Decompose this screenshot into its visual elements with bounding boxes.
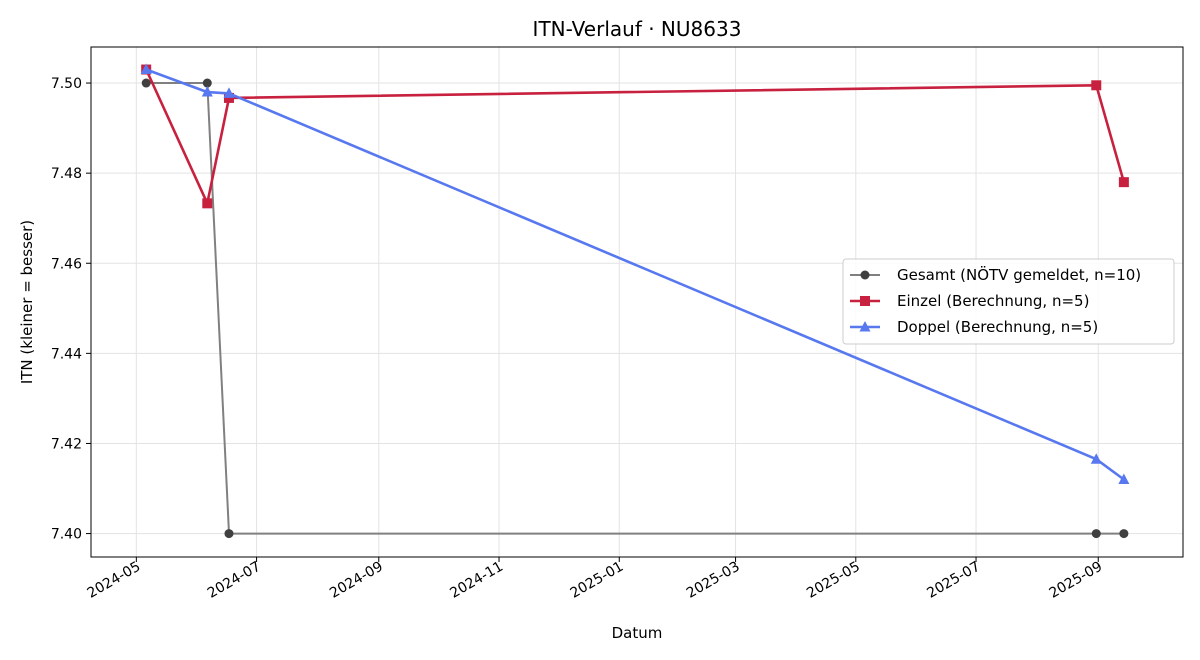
data-point: [1090, 453, 1102, 464]
x-tick-label: 2024-09: [327, 559, 386, 602]
data-point: [1118, 473, 1130, 485]
x-tick-label: 2024-07: [205, 559, 264, 602]
data-point: [140, 63, 152, 75]
legend-label: Einzel (Berechnung, n=5): [897, 292, 1089, 310]
legend: Gesamt (NÖTV gemeldet, n=10) Einzel (Bere…: [842, 258, 1175, 345]
data-point: [1091, 529, 1101, 539]
chart-title: ITN-Verlauf · NU8633: [533, 17, 742, 41]
data-point: [1119, 529, 1129, 539]
legend-swatch-marker: [860, 270, 870, 280]
x-tick-label: 2025-03: [684, 559, 743, 602]
series-3: [140, 63, 1130, 485]
x-tick-label: 2024-05: [85, 559, 144, 602]
legend-entry: Doppel (Berechnung, n=5): [850, 318, 1098, 336]
x-tick-label: 2024-11: [447, 559, 506, 602]
y-tick-label: 7.44: [51, 346, 82, 362]
x-tick-label: 2025-01: [568, 559, 627, 602]
data-point: [1091, 80, 1102, 91]
data-point: [141, 78, 151, 88]
data-point: [223, 87, 235, 98]
y-tick-label: 7.48: [51, 166, 82, 182]
data-point: [1118, 177, 1129, 188]
legend-entry: Einzel (Berechnung, n=5): [850, 292, 1089, 310]
y-tick-label: 7.40: [51, 527, 82, 543]
x-tick-label: 2025-09: [1047, 559, 1106, 602]
legend-label: Gesamt (NÖTV gemeldet, n=10): [897, 265, 1141, 284]
data-point: [224, 529, 234, 539]
y-tick-label: 7.42: [51, 436, 82, 452]
y-axis-title: ITN (kleiner = besser): [18, 220, 36, 384]
series-line: [145, 68, 1126, 205]
x-axis-title: Datum: [612, 624, 663, 642]
data-point: [202, 78, 212, 88]
y-tick-label: 7.46: [51, 256, 82, 272]
legend-swatch-marker: [860, 296, 870, 306]
data-point: [201, 86, 213, 97]
legend-label: Doppel (Berechnung, n=5): [897, 318, 1098, 336]
data-point: [202, 198, 213, 209]
series-2: [141, 64, 1129, 209]
legend-entry: Gesamt (NÖTV gemeldet, n=10): [850, 265, 1141, 284]
plot-frame: [90, 46, 1184, 558]
legend-frame: [842, 258, 1175, 345]
data-point: [223, 92, 234, 103]
series-layer: [140, 63, 1130, 539]
x-tick-label: 2025-05: [804, 559, 863, 602]
series-1: [141, 78, 1129, 539]
x-tick-label: 2025-07: [924, 559, 983, 602]
legend-swatch-marker: [859, 321, 871, 332]
y-tick-label: 7.50: [51, 76, 82, 92]
